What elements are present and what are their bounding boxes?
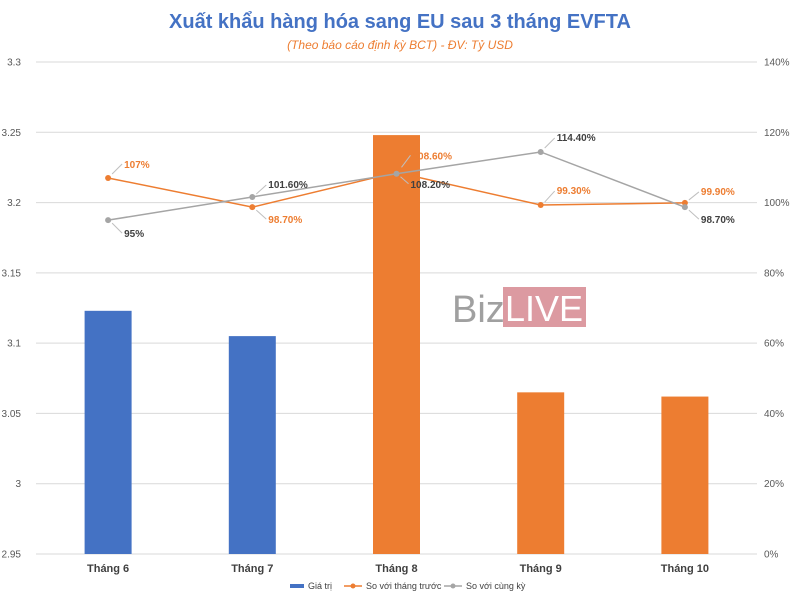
data-point — [537, 148, 544, 155]
left-tick-label: 3.1 — [7, 339, 21, 350]
data-label: 98.70% — [268, 215, 302, 226]
leader-line — [401, 155, 411, 168]
data-label: 114.40% — [557, 133, 596, 144]
left-tick-label: 3.25 — [2, 128, 22, 139]
category-axis: Tháng 6 Tháng 7 Tháng 8 Tháng 9 Tháng 10 — [87, 563, 709, 575]
left-tick-label: 3 — [15, 479, 21, 490]
data-point — [681, 204, 688, 211]
watermark-live: LIVE — [505, 288, 583, 329]
chart-title: Xuất khẩu hàng hóa sang EU sau 3 tháng E… — [169, 11, 631, 33]
data-label: 101.60% — [268, 180, 308, 191]
right-tick-label: 140% — [764, 58, 790, 69]
data-label: 95% — [124, 229, 144, 240]
legend-marker-mom — [350, 583, 356, 589]
watermark: Biz LIVE — [452, 287, 586, 331]
category-label: Tháng 7 — [231, 563, 273, 575]
leader-line — [255, 184, 267, 195]
data-point — [681, 199, 688, 206]
bar-series — [84, 135, 709, 554]
data-label: 108.60% — [413, 151, 453, 162]
watermark-live-box — [503, 287, 586, 327]
left-axis: 2.95 3 3.05 3.1 3.15 3.2 3.25 3.3 — [2, 58, 22, 561]
bar — [373, 135, 420, 554]
right-tick-label: 20% — [764, 479, 784, 490]
left-tick-label: 3.15 — [2, 268, 22, 279]
data-point — [393, 170, 400, 177]
leader-line — [111, 163, 123, 175]
data-point — [105, 174, 112, 181]
leader-line — [255, 209, 267, 220]
left-tick-label: 3.2 — [7, 198, 21, 209]
right-axis: 0% 20% 40% 60% 80% 100% 120% 140% — [764, 58, 790, 561]
category-label: Tháng 8 — [375, 563, 417, 575]
legend-label-bars: Giá trị — [308, 581, 332, 591]
data-label: 99.90% — [701, 187, 735, 198]
legend-swatch-bars — [290, 584, 304, 588]
legend-label-yoy: So với cùng kỳ — [466, 581, 526, 591]
data-point — [537, 202, 544, 209]
data-label: 108.20% — [411, 180, 451, 191]
right-tick-label: 100% — [764, 198, 790, 209]
left-tick-label: 2.95 — [2, 550, 22, 561]
bar — [84, 310, 132, 554]
data-point — [249, 193, 256, 200]
data-point — [249, 204, 256, 211]
right-tick-label: 60% — [764, 339, 784, 350]
left-tick-label: 3.05 — [2, 409, 22, 420]
leader-line — [688, 191, 700, 201]
leader-line — [400, 176, 409, 185]
right-tick-label: 120% — [764, 128, 790, 139]
data-label: 98.70% — [701, 215, 735, 226]
category-label: Tháng 10 — [661, 563, 709, 575]
data-label: 99.30% — [557, 186, 591, 197]
legend-marker-yoy — [450, 583, 456, 589]
bar — [517, 392, 565, 554]
chart-subtitle: (Theo báo cáo định kỳ BCT) - ĐV: Tỷ USD — [287, 38, 513, 52]
right-tick-label: 40% — [764, 409, 784, 420]
bar — [661, 396, 709, 554]
legend-label-mom: So với tháng trước — [366, 581, 442, 591]
legend: Giá trị So với tháng trước So với cùng k… — [290, 581, 526, 591]
data-point — [105, 217, 112, 224]
bar — [228, 336, 276, 554]
line-series: 107% 98.70% 108.60% 99.30% 99.90% 95% 101.60% 1… — [105, 133, 735, 240]
leader-line — [544, 190, 556, 203]
left-tick-label: 3.3 — [7, 58, 21, 69]
data-label: 107% — [124, 160, 150, 171]
watermark-biz: Biz — [452, 289, 505, 331]
category-label: Tháng 6 — [87, 563, 129, 575]
leader-line — [111, 222, 123, 234]
leader-line — [688, 209, 700, 220]
leader-line — [544, 137, 556, 149]
right-tick-label: 0% — [764, 550, 779, 561]
right-tick-label: 80% — [764, 268, 784, 279]
category-label: Tháng 9 — [520, 563, 562, 575]
